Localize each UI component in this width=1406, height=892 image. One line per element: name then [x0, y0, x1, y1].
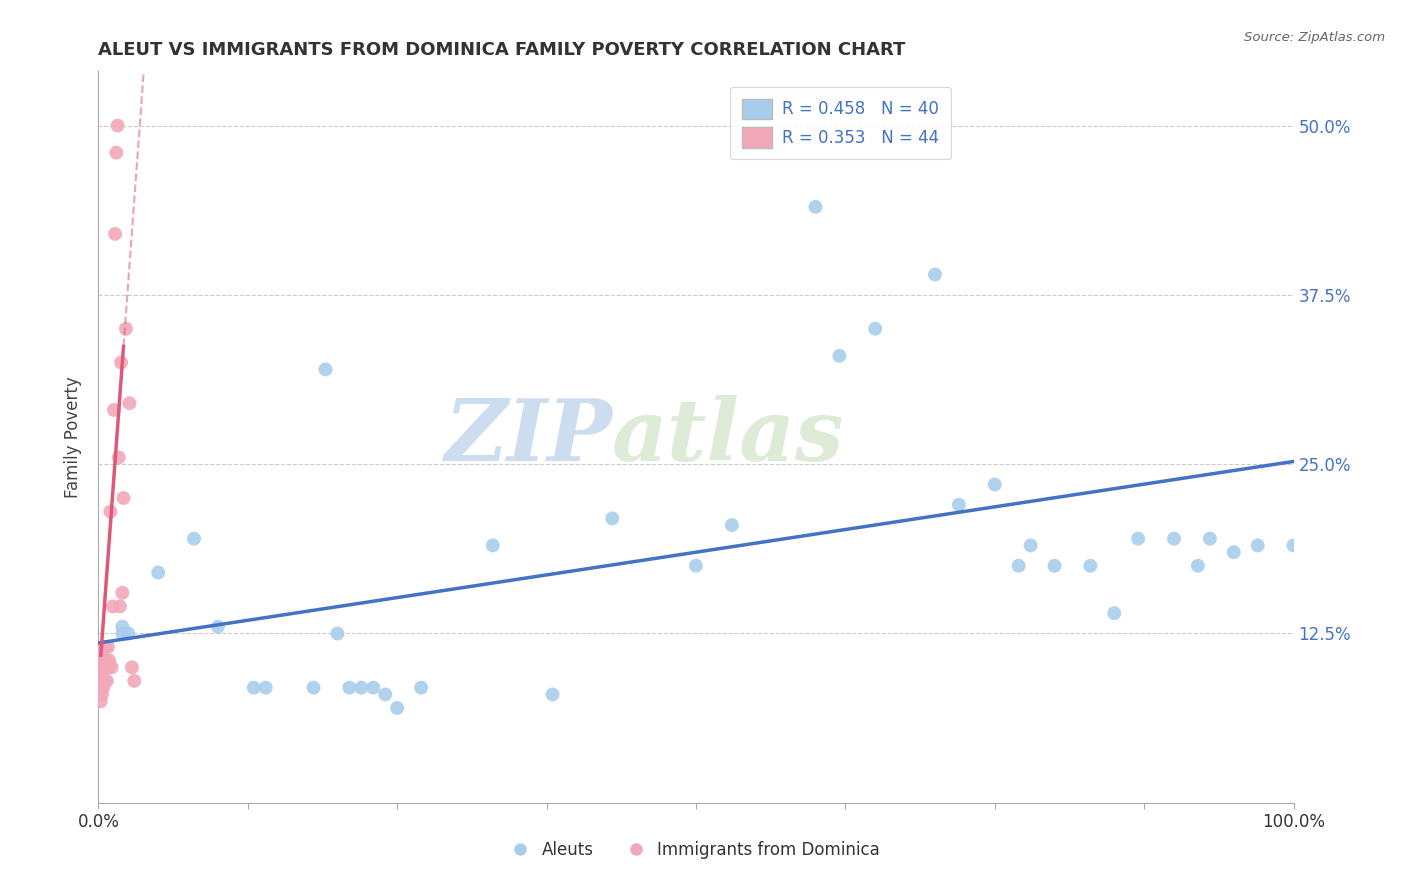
Point	[90, 667, 112, 681]
Point	[108, 599, 131, 614]
Point	[94, 640, 117, 654]
Point	[91, 667, 114, 681]
Point	[91, 660, 114, 674]
Text: ALEUT VS IMMIGRANTS FROM DOMINICA FAMILY POVERTY CORRELATION CHART: ALEUT VS IMMIGRANTS FROM DOMINICA FAMILY…	[98, 41, 905, 59]
Point	[984, 477, 1007, 491]
Point	[1043, 558, 1066, 573]
Point	[374, 688, 396, 702]
Point	[1128, 532, 1150, 546]
Point	[721, 518, 744, 533]
Point	[1187, 558, 1209, 573]
Point	[481, 538, 505, 552]
Point	[93, 660, 115, 674]
Point	[828, 349, 851, 363]
Point	[91, 681, 114, 695]
Point	[411, 681, 433, 695]
Point	[100, 660, 122, 674]
Point	[1019, 538, 1042, 552]
Point	[685, 558, 707, 573]
Point	[94, 673, 117, 688]
Point	[1080, 558, 1102, 573]
Point	[350, 681, 373, 695]
Point	[104, 227, 127, 241]
Point	[207, 620, 229, 634]
Point	[91, 673, 114, 688]
Point	[105, 145, 128, 160]
Point	[107, 119, 129, 133]
Point	[103, 403, 125, 417]
Point	[1163, 532, 1185, 546]
Point	[111, 626, 134, 640]
Point	[326, 626, 349, 640]
Point	[315, 362, 337, 376]
Point	[254, 681, 277, 695]
Point	[91, 640, 114, 654]
Point	[97, 640, 120, 654]
Text: atlas: atlas	[613, 395, 845, 479]
Point	[1282, 538, 1305, 552]
Point	[98, 654, 121, 668]
Point	[602, 511, 624, 525]
Point	[94, 660, 117, 674]
Point	[110, 355, 132, 369]
Point	[118, 396, 141, 410]
Point	[924, 268, 946, 282]
Point	[363, 681, 385, 695]
Point	[91, 647, 114, 661]
Point	[117, 626, 139, 640]
Point	[111, 620, 134, 634]
Point	[1008, 558, 1031, 573]
Point	[541, 688, 564, 702]
Point	[183, 532, 205, 546]
Point	[804, 200, 827, 214]
Point	[93, 673, 115, 688]
Point	[90, 673, 112, 688]
Point	[148, 566, 170, 580]
Point	[121, 660, 143, 674]
Point	[107, 450, 129, 465]
Y-axis label: Family Poverty: Family Poverty	[65, 376, 83, 498]
Point	[91, 688, 114, 702]
Point	[90, 654, 112, 668]
Point	[96, 654, 118, 668]
Point	[124, 673, 146, 688]
Point	[1247, 538, 1270, 552]
Point	[97, 660, 120, 674]
Point	[1223, 545, 1246, 559]
Point	[948, 498, 970, 512]
Point	[93, 640, 115, 654]
Point	[243, 681, 266, 695]
Text: Source: ZipAtlas.com: Source: ZipAtlas.com	[1244, 31, 1385, 45]
Point	[101, 599, 124, 614]
Point	[90, 681, 112, 695]
Point	[1104, 606, 1126, 620]
Point	[91, 660, 114, 674]
Point	[385, 701, 409, 715]
Point	[90, 647, 112, 661]
Point	[90, 660, 112, 674]
Point	[91, 673, 114, 688]
Point	[98, 505, 122, 519]
Point	[302, 681, 325, 695]
Point	[865, 322, 887, 336]
Point	[112, 491, 135, 505]
Point	[96, 673, 118, 688]
Point	[111, 586, 134, 600]
Point	[339, 681, 361, 695]
Point	[93, 654, 115, 668]
Point	[1199, 532, 1222, 546]
Legend: Aleuts, Immigrants from Dominica: Aleuts, Immigrants from Dominica	[503, 833, 889, 868]
Point	[90, 694, 112, 708]
Text: ZIP: ZIP	[444, 395, 613, 479]
Point	[115, 322, 138, 336]
